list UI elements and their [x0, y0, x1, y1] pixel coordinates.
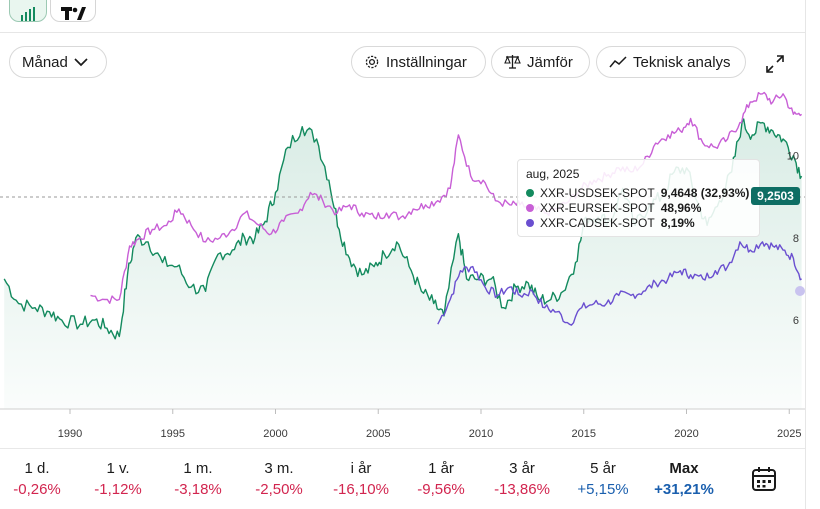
period-change: -9,56%	[417, 481, 465, 498]
tooltip-row: XXR-EURSEK-SPOT 48,96%	[526, 200, 751, 215]
period-1d[interactable]: 1 d. -0,26%	[2, 460, 72, 498]
chevron-down-icon	[74, 58, 88, 67]
tooltip-series-name: XXR-CADSEK-SPOT	[540, 215, 655, 230]
period-label: 3 m.	[264, 460, 294, 477]
x-tick-label: 2015	[572, 428, 596, 440]
period-1y[interactable]: 1 år -9,56%	[406, 460, 476, 498]
period-change: -13,86%	[494, 481, 550, 498]
period-select[interactable]: Månad	[9, 46, 107, 78]
period-3y[interactable]: 3 år -13,86%	[487, 460, 557, 498]
gear-icon	[365, 55, 379, 69]
x-tick-label: 2025	[777, 428, 801, 440]
period-change: -3,18%	[174, 481, 222, 498]
technical-analysis-button[interactable]: Teknisk analys	[596, 46, 746, 78]
x-tick-label: 2010	[469, 428, 493, 440]
trend-line-icon	[609, 56, 627, 68]
current-price-tag: 9,2503	[751, 187, 800, 205]
tooltip-series-value: 48,96%	[660, 200, 702, 215]
settings-label: Inställningar	[386, 53, 467, 71]
tooltip-series-value: 8,19%	[660, 215, 695, 230]
x-tick-label: 1990	[58, 428, 82, 440]
series-line-xxr-cadsek-spot	[437, 241, 802, 326]
x-tick-label: 2020	[674, 428, 698, 440]
tooltip-series-name: XXR-USDSEK-SPOT	[540, 185, 655, 200]
tooltip-row: XXR-CADSEK-SPOT 8,19%	[526, 215, 751, 230]
compare-label: Jämför	[527, 53, 573, 71]
period-label: 1 år	[428, 460, 454, 477]
period-label: 1 d.	[24, 460, 50, 477]
period-label: 3 år	[509, 460, 535, 477]
period-ytd[interactable]: i år -16,10%	[326, 460, 396, 498]
scale-icon	[504, 55, 521, 69]
tooltip-date: aug, 2025	[526, 167, 580, 181]
period-change: -1,12%	[94, 481, 142, 498]
period-change: -16,10%	[333, 481, 389, 498]
period-change: +5,15%	[577, 481, 629, 498]
technical-analysis-label: Teknisk analys	[633, 53, 731, 71]
tradingview-icon[interactable]	[50, 0, 96, 22]
period-change: +31,21%	[654, 481, 714, 498]
compare-button[interactable]: Jämför	[491, 46, 590, 78]
settings-button[interactable]: Inställningar	[351, 46, 486, 78]
period-label: i år	[350, 460, 372, 477]
series-dot-icon	[526, 218, 534, 227]
period-label: 1 v.	[106, 460, 130, 477]
bar-chart-icon[interactable]	[9, 0, 47, 22]
y-tick-label: 10	[787, 150, 799, 162]
x-tick-label: 2000	[263, 428, 287, 440]
period-label: Max	[669, 460, 699, 477]
series-area	[4, 119, 802, 409]
x-tick-label: 2005	[366, 428, 390, 440]
tooltip-row: XXR-USDSEK-SPOT 9,4648 (32,93%)	[526, 185, 751, 200]
calendar-icon[interactable]	[751, 466, 777, 492]
series-dot-icon	[526, 188, 534, 197]
last-point-marker	[795, 286, 805, 296]
top-divider	[0, 32, 805, 33]
tooltip-series-value: 9,4648 (32,93%)	[660, 185, 750, 200]
expand-icon[interactable]	[764, 53, 786, 75]
top-strip	[0, 0, 805, 32]
period-1m[interactable]: 1 m. -3,18%	[163, 460, 233, 498]
series-dot-icon	[526, 203, 534, 212]
x-tick-label: 1995	[161, 428, 185, 440]
price-chart[interactable]: 1990 1995 2000 2005 2010 2015 2020 2025 6 8 10	[0, 90, 805, 448]
series-line-xxr-eursek-spot	[90, 91, 803, 304]
period-5y[interactable]: 5 år +5,15%	[568, 460, 638, 498]
bottom-divider	[0, 448, 805, 449]
tooltip-series-name: XXR-EURSEK-SPOT	[540, 200, 655, 215]
period-label: 1 m.	[183, 460, 213, 477]
period-label: 5 år	[590, 460, 616, 477]
chart-tooltip: aug, 2025 XXR-USDSEK-SPOT 9,4648 (32,93%…	[517, 159, 760, 237]
period-change: -2,50%	[255, 481, 303, 498]
y-tick-label: 8	[793, 233, 799, 245]
period-change: -0,26%	[13, 481, 61, 498]
period-1w[interactable]: 1 v. -1,12%	[83, 460, 153, 498]
period-select-label: Månad	[22, 53, 68, 71]
period-max[interactable]: Max +31,21%	[649, 460, 719, 498]
right-divider	[805, 0, 806, 509]
y-tick-label: 6	[793, 315, 799, 327]
period-3m[interactable]: 3 m. -2,50%	[244, 460, 314, 498]
